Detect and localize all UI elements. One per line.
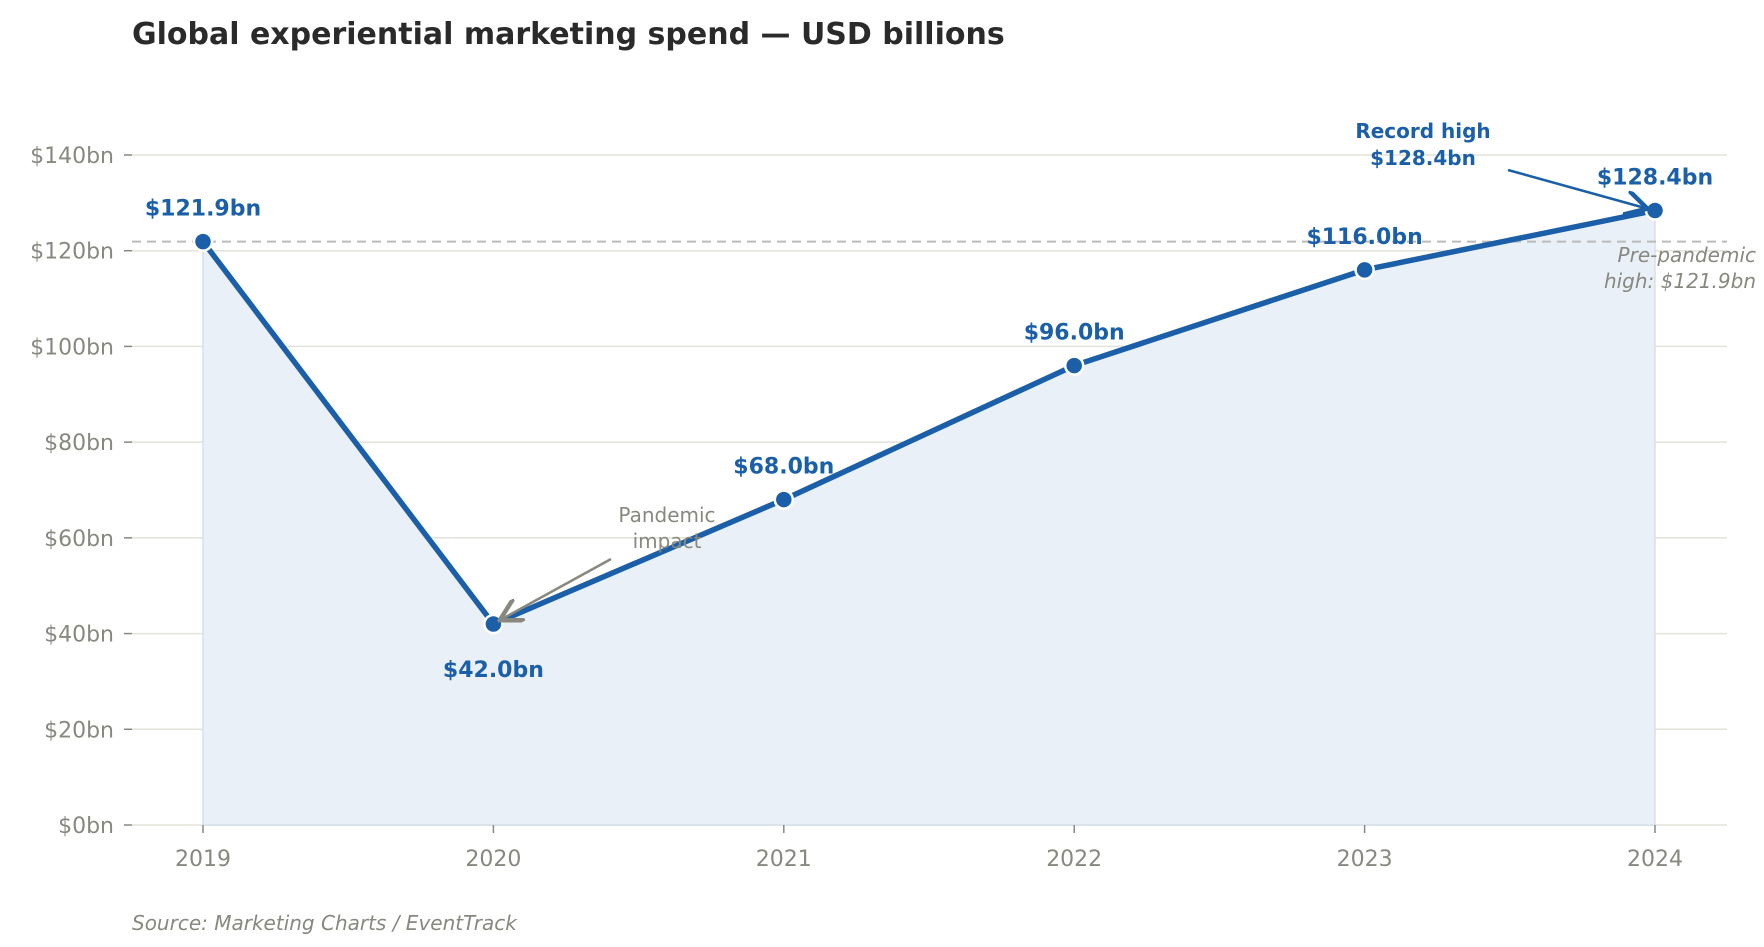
- y-tick-label: $80bn: [44, 431, 114, 456]
- data-label: $116.0bn: [1306, 225, 1422, 250]
- data-point: [1644, 200, 1666, 221]
- y-tick-label: $40bn: [44, 623, 114, 648]
- x-tick-label: 2024: [1627, 847, 1683, 872]
- data-label: $128.4bn: [1597, 166, 1713, 191]
- x-tick-label: 2020: [465, 847, 521, 872]
- data-label: $68.0bn: [733, 455, 834, 480]
- data-point: [1063, 355, 1085, 376]
- chart-title: Global experiential marketing spend — US…: [132, 17, 1005, 52]
- pandemic-arrow: [502, 557, 612, 619]
- pandemic-annotation: Pandemic impact: [502, 503, 716, 619]
- y-tick-label: $120bn: [30, 240, 114, 265]
- area-fill: [202, 209, 1656, 826]
- x-tick-label: 2021: [756, 847, 812, 872]
- reference-label-line2: high: $121.9bn: [1604, 269, 1756, 293]
- y-tick-label: $60bn: [44, 527, 114, 552]
- pandemic-label-line1: Pandemic: [618, 503, 715, 527]
- data-point: [773, 489, 795, 510]
- data-point: [1354, 259, 1375, 281]
- record-high-line2: $128.4bn: [1370, 146, 1476, 170]
- data-label: $42.0bn: [443, 658, 544, 683]
- data-point: [192, 231, 214, 252]
- series-line: [200, 207, 1656, 627]
- y-tick-label: $20bn: [44, 718, 114, 743]
- record-high-line1: Record high: [1355, 119, 1490, 143]
- record-high-arrow: [1507, 168, 1645, 208]
- reference-label-line1: Pre-pandemic: [1618, 243, 1756, 267]
- x-tick-label: 2022: [1046, 847, 1102, 872]
- y-tick-label: $0bn: [58, 814, 114, 839]
- data-labels: $121.9bn $42.0bn $68.0bn $96.0bn $116.0bn $12…: [145, 166, 1713, 683]
- data-point: [483, 613, 504, 635]
- record-high-annotation: Record high $128.4bn: [1355, 119, 1645, 208]
- reference-label: Pre-pandemic high: $121.9bn: [1604, 243, 1756, 293]
- source-note: Source: Marketing Charts / EventTrack: [132, 911, 518, 935]
- x-axis: 2019 2020 2021 2022 2023 2024: [175, 825, 1683, 872]
- x-tick-label: 2023: [1337, 847, 1393, 872]
- y-tick-label: $140bn: [30, 144, 114, 169]
- data-label: $96.0bn: [1024, 321, 1125, 346]
- y-tick-label: $100bn: [30, 335, 114, 360]
- data-label: $121.9bn: [145, 197, 261, 222]
- y-axis: $0bn $20bn $40bn $60bn $80bn $100bn $120bn $140…: [30, 144, 132, 839]
- pandemic-label-line2: impact: [633, 529, 702, 553]
- x-tick-label: 2019: [175, 847, 231, 872]
